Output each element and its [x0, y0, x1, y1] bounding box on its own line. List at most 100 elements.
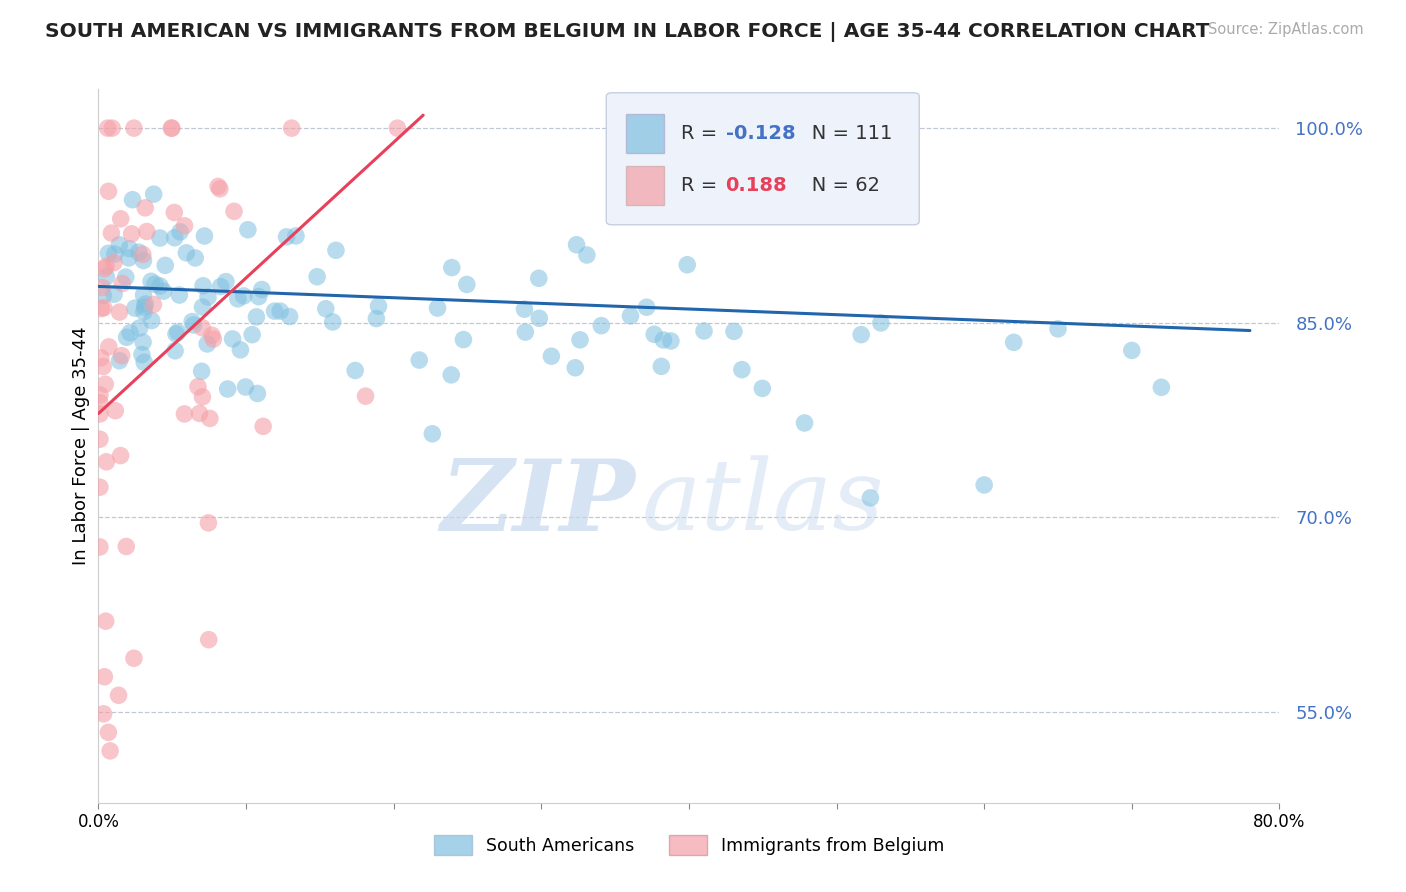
FancyBboxPatch shape	[606, 93, 920, 225]
Point	[636, 300, 658, 314]
Point	[515, 325, 537, 339]
Point	[250, 283, 273, 297]
Point	[103, 287, 125, 301]
Point	[246, 386, 269, 401]
Point	[207, 179, 229, 194]
Point	[529, 311, 551, 326]
Point	[97, 184, 120, 198]
Point	[1121, 343, 1143, 358]
Point	[89, 407, 111, 421]
Point	[89, 540, 111, 554]
Point	[193, 229, 215, 244]
Point	[513, 302, 536, 317]
Point	[387, 121, 409, 136]
Point	[408, 353, 430, 368]
Point	[176, 245, 198, 260]
Point	[169, 225, 191, 239]
Point	[110, 211, 132, 226]
Point	[90, 351, 112, 365]
Text: ZIP: ZIP	[441, 455, 636, 551]
Text: atlas: atlas	[641, 456, 884, 550]
Point	[527, 271, 550, 285]
Point	[121, 227, 143, 241]
Point	[195, 337, 218, 351]
Point	[643, 327, 665, 342]
Point	[440, 368, 463, 382]
Point	[91, 280, 114, 294]
Point	[201, 328, 224, 343]
Point	[114, 270, 136, 285]
Point	[284, 229, 307, 244]
Point	[322, 315, 344, 329]
Point	[121, 193, 143, 207]
Point	[128, 245, 150, 260]
Point	[98, 744, 121, 758]
Point	[344, 363, 367, 377]
Point	[93, 670, 115, 684]
Point	[190, 364, 212, 378]
Point	[307, 269, 329, 284]
Point	[215, 275, 238, 289]
Point	[354, 389, 377, 403]
Point	[97, 725, 120, 739]
Point	[103, 255, 125, 269]
Point	[134, 201, 156, 215]
Point	[104, 403, 127, 417]
Point	[1046, 322, 1070, 336]
Point	[575, 248, 598, 262]
Point	[104, 247, 127, 261]
Point	[128, 321, 150, 335]
Point	[100, 226, 122, 240]
Point	[366, 311, 388, 326]
Point	[565, 237, 588, 252]
Point	[97, 121, 120, 136]
Point	[197, 290, 219, 304]
Point	[693, 324, 716, 338]
Point	[367, 299, 389, 313]
Point	[652, 333, 675, 347]
Text: N = 62: N = 62	[793, 176, 880, 195]
Point	[191, 390, 214, 404]
Point	[226, 292, 249, 306]
Point	[198, 411, 221, 425]
Point	[731, 362, 754, 376]
Point	[152, 284, 174, 298]
Point	[108, 353, 131, 368]
Point	[143, 277, 166, 292]
Point	[191, 278, 214, 293]
Point	[173, 219, 195, 233]
Point	[591, 318, 613, 333]
Point	[245, 310, 267, 324]
Point	[564, 360, 586, 375]
Point	[97, 340, 120, 354]
Point	[93, 301, 115, 315]
Point	[440, 260, 463, 275]
Point	[280, 121, 302, 136]
Point	[139, 274, 162, 288]
Point	[650, 359, 672, 374]
Text: R =: R =	[681, 176, 730, 195]
Point	[134, 300, 156, 314]
Point	[124, 301, 146, 315]
Point	[132, 334, 155, 349]
Point	[263, 304, 285, 318]
Point	[426, 301, 449, 315]
Point	[91, 359, 114, 374]
FancyBboxPatch shape	[626, 114, 664, 153]
Point	[94, 377, 117, 392]
Point	[163, 205, 186, 219]
Point	[723, 324, 745, 338]
Point	[453, 333, 475, 347]
Point	[222, 204, 245, 219]
Point	[120, 326, 142, 340]
Point	[89, 432, 111, 446]
Point	[183, 318, 205, 332]
Text: 0.188: 0.188	[725, 176, 787, 195]
Point	[422, 426, 444, 441]
Point	[108, 305, 131, 319]
Point	[217, 382, 239, 396]
Point	[132, 247, 155, 261]
Point	[122, 121, 145, 136]
Y-axis label: In Labor Force | Age 35-44: In Labor Force | Age 35-44	[72, 326, 90, 566]
Point	[111, 277, 134, 291]
